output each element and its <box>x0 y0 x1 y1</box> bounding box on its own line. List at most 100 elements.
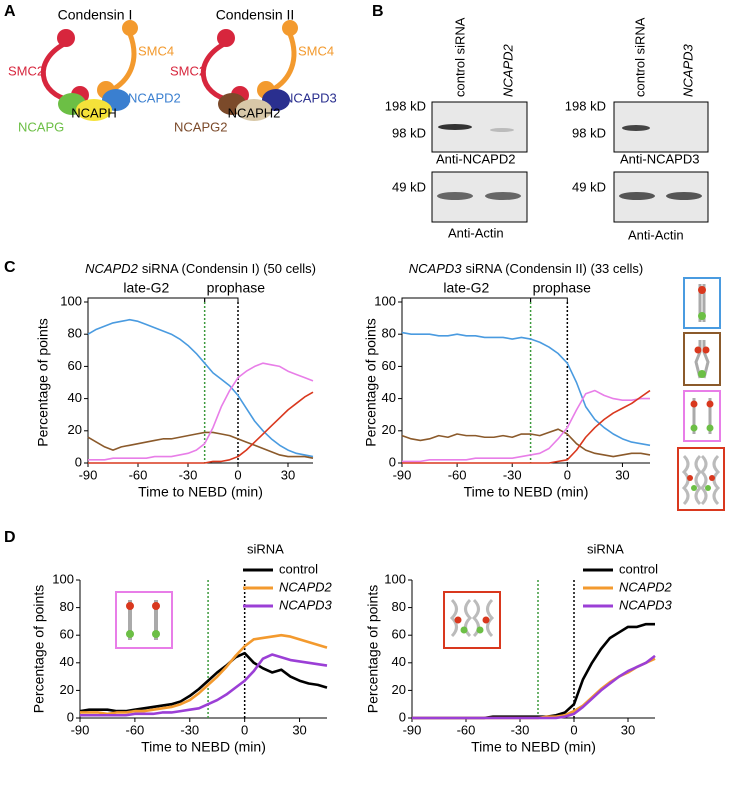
blot-band <box>437 192 473 200</box>
antibody-label: Anti-NCAPD3 <box>620 151 699 166</box>
icon-dot <box>702 346 710 354</box>
x-tick-label: -90 <box>79 467 98 482</box>
y-tick-label: 40 <box>392 654 406 669</box>
antibody-label: Anti-Actin <box>628 227 684 242</box>
icon-dot <box>126 602 134 610</box>
icon-dot <box>706 400 714 408</box>
antibody-label: Anti-NCAPD2 <box>436 151 515 166</box>
icon-dot <box>698 312 706 320</box>
condensin-ii: Condensin II SMC2 SMC4 NCAPD3 NCAPH2 NCA… <box>170 7 337 135</box>
x-tick-label: -90 <box>393 467 412 482</box>
subunit-label: NCAPH2 <box>228 105 281 120</box>
smc2-arm <box>40 39 71 103</box>
legend-label: NCAPD3 <box>279 597 333 612</box>
complex-title: Condensin II <box>216 7 295 23</box>
y-tick-label: 80 <box>60 599 74 614</box>
marker-label: 98 kD <box>572 125 606 140</box>
blot-band <box>622 125 650 131</box>
smc2-head <box>57 29 75 47</box>
y-tick-label: 20 <box>392 682 406 697</box>
marker-label: 49 kD <box>572 179 606 194</box>
y-tick-label: 60 <box>68 358 82 373</box>
series-line <box>87 431 314 459</box>
icon-dot <box>482 616 490 624</box>
y-axis-label: Percentage of points <box>363 318 379 446</box>
marker-label: 198 kD <box>385 98 426 113</box>
subunit-label: SMC4 <box>298 43 334 58</box>
y-tick-label: 20 <box>68 422 82 437</box>
y-axis-label: Percentage of points <box>35 318 51 446</box>
icon-dot <box>152 602 160 610</box>
x-tick-label: 30 <box>292 722 306 737</box>
x-tick-label: 30 <box>281 467 295 482</box>
blot-band <box>490 128 514 132</box>
x-tick-label: 30 <box>621 722 635 737</box>
phase-label: late-G2 <box>443 280 489 296</box>
lane-label: NCAPD3 <box>680 43 695 97</box>
x-axis-label: Time to NEBD (min) <box>464 484 589 500</box>
smc2-head <box>217 29 235 47</box>
icon-dot <box>460 626 468 634</box>
subunit-label: NCAPH <box>71 105 117 120</box>
series-line <box>412 654 656 720</box>
x-tick-label: -60 <box>125 722 144 737</box>
series-line <box>412 657 656 720</box>
y-tick-label: 80 <box>68 326 82 341</box>
y-tick-label: 40 <box>60 654 74 669</box>
icon-dot <box>698 286 706 294</box>
icon-dot <box>694 346 702 354</box>
title-text: siRNA (Condensin II) (33 cells) <box>466 261 644 276</box>
phase-bracket <box>204 297 239 302</box>
x-tick-label: -60 <box>129 467 148 482</box>
complex-title: Condensin I <box>58 7 133 23</box>
y-tick-label: 100 <box>384 571 406 586</box>
subunit-label: SMC4 <box>138 43 174 58</box>
series-line <box>87 318 314 458</box>
series-line <box>80 633 328 716</box>
blot-ncapd2: control siRNA NCAPD2 198 kD 98 kD Anti-N… <box>385 17 528 240</box>
antibody-label: Anti-Actin <box>448 225 504 240</box>
icon-dot <box>476 626 484 634</box>
series-line <box>402 389 650 463</box>
icon-dot <box>126 630 134 638</box>
subunit-label: NCAPG2 <box>174 119 227 134</box>
y-tick-label: 80 <box>392 599 406 614</box>
chart-title: NCAPD3 siRNA (Condensin II) (33 cells) <box>409 261 643 276</box>
y-tick-label: 60 <box>60 627 74 642</box>
x-tick-label: -60 <box>448 467 467 482</box>
phase-bracket <box>87 297 206 302</box>
y-axis-label: Percentage of points <box>31 585 47 713</box>
x-tick-label: -30 <box>511 722 530 737</box>
panel-label: B <box>372 3 384 20</box>
smc4-arm <box>110 33 137 93</box>
x-tick-label: 30 <box>615 467 629 482</box>
blot-ncapd3: control siRNA NCAPD3 198 kD 98 kD Anti-N… <box>565 17 709 242</box>
legend-title: siRNA <box>587 541 624 556</box>
x-axis-label: Time to NEBD (min) <box>471 739 596 755</box>
icon-chromatid <box>694 340 710 379</box>
marker-label: 198 kD <box>565 98 606 113</box>
subunit-label: NCAPD2 <box>128 90 181 105</box>
ncaph <box>76 99 112 121</box>
x-tick-label: 0 <box>564 467 571 482</box>
panel-label: A <box>4 3 16 20</box>
panel-label: C <box>4 259 16 276</box>
legend-label: control <box>619 561 658 576</box>
ncaph2 <box>236 99 272 121</box>
lane-label: NCAPD2 <box>500 43 515 97</box>
d-icons <box>115 591 501 649</box>
icon-dot <box>698 370 706 378</box>
x-tick-label: -30 <box>180 722 199 737</box>
y-tick-label: 0 <box>389 454 396 469</box>
icon-dot <box>691 485 697 491</box>
panel-label: D <box>4 529 16 546</box>
y-tick-label: 40 <box>382 390 396 405</box>
title-gene: NCAPD2 <box>85 261 139 276</box>
legend-label: NCAPD3 <box>619 597 673 612</box>
y-tick-label: 100 <box>52 571 74 586</box>
lane-label: control siRNA <box>452 17 467 97</box>
icon-dot <box>687 475 693 481</box>
icon-dot <box>690 400 698 408</box>
y-tick-label: 20 <box>382 422 396 437</box>
